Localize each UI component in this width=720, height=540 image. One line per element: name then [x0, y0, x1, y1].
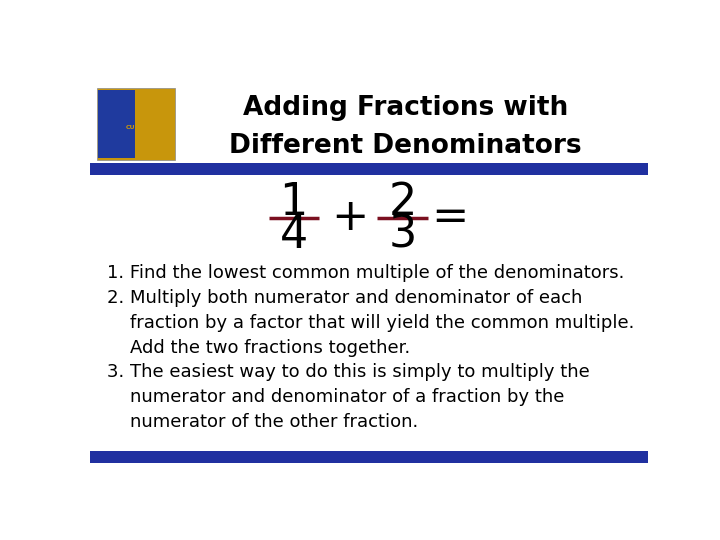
Text: Adding Fractions with: Adding Fractions with	[243, 96, 568, 122]
FancyBboxPatch shape	[96, 87, 175, 160]
FancyBboxPatch shape	[98, 90, 135, 158]
Text: fraction by a factor that will yield the common multiple.: fraction by a factor that will yield the…	[107, 314, 634, 332]
FancyBboxPatch shape	[90, 451, 648, 463]
FancyBboxPatch shape	[90, 163, 648, 175]
Text: Add the two fractions together.: Add the two fractions together.	[107, 339, 410, 356]
Text: 3. The easiest way to do this is simply to multiply the: 3. The easiest way to do this is simply …	[107, 363, 590, 381]
Text: =: =	[431, 197, 469, 239]
Text: numerator and denominator of a fraction by the: numerator and denominator of a fraction …	[107, 388, 564, 407]
Text: numerator of the other fraction.: numerator of the other fraction.	[107, 414, 418, 431]
Text: 1. Find the lowest common multiple of the denominators.: 1. Find the lowest common multiple of th…	[107, 264, 624, 282]
Text: 2: 2	[388, 180, 417, 224]
Text: 4: 4	[279, 214, 307, 257]
Text: 3: 3	[388, 214, 417, 257]
Text: 1: 1	[279, 180, 307, 224]
FancyBboxPatch shape	[138, 90, 174, 158]
Text: +: +	[330, 197, 368, 239]
Text: CUNY: CUNY	[126, 125, 145, 130]
Text: 2. Multiply both numerator and denominator of each: 2. Multiply both numerator and denominat…	[107, 289, 582, 307]
Text: Different Denominators: Different Denominators	[229, 133, 582, 159]
